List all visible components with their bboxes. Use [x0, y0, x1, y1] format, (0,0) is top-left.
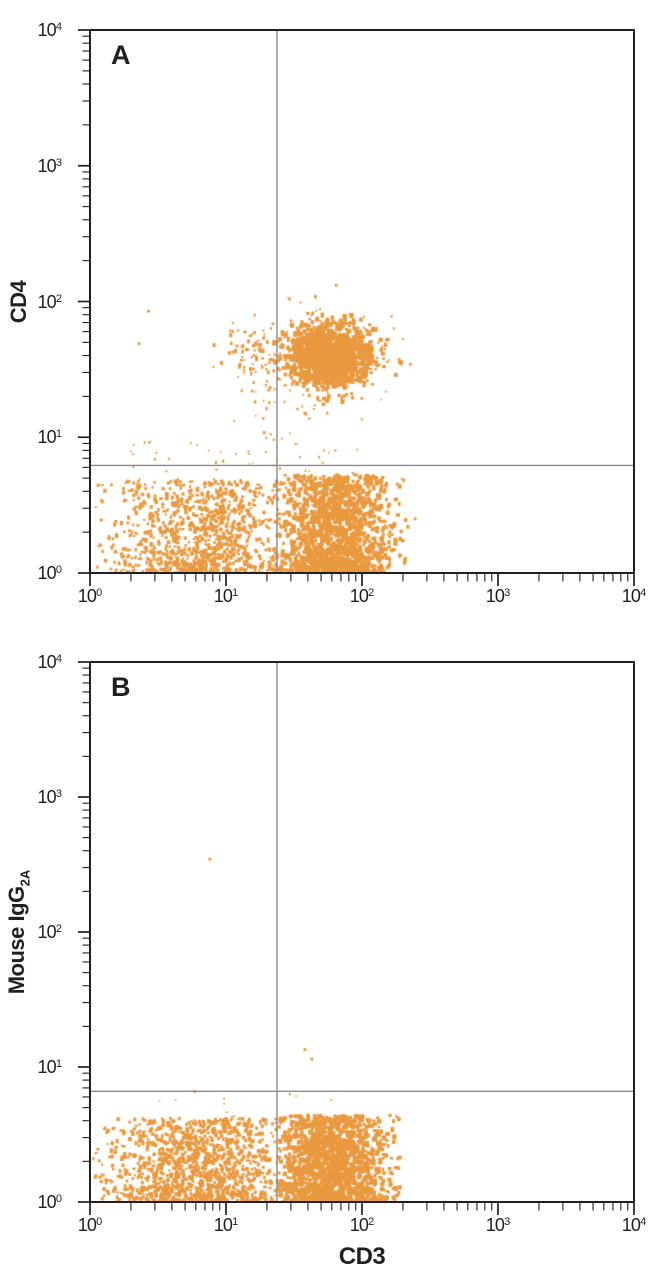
x-tick-label-exponent: 4 — [640, 587, 647, 599]
y-tick-label: 104 — [37, 652, 62, 672]
y-tick-label: 102 — [37, 291, 62, 312]
x-tick-label-exponent: 1 — [232, 587, 239, 599]
x-tick-label: 102 — [349, 586, 375, 606]
x-tick-label-exponent: 1 — [232, 1216, 239, 1228]
y-tick-label-exponent: 0 — [55, 564, 62, 576]
x-tick-label: 100 — [77, 586, 103, 606]
x-tick-label: 102 — [349, 1215, 375, 1235]
y-tick-label-exponent: 1 — [55, 1058, 62, 1070]
x-tick-label: 104 — [621, 586, 647, 606]
y-tick-label: 101 — [37, 1057, 62, 1077]
y-tick-label-exponent: 2 — [55, 923, 62, 935]
x-tick-label: 100 — [77, 1215, 103, 1235]
y-tick-label-exponent: 3 — [55, 156, 62, 169]
x-tick-label-exponent: 2 — [368, 1216, 375, 1228]
x-axis-title: CD3 — [338, 1243, 386, 1270]
panel-a-label: A — [111, 40, 131, 70]
y-tick-label: 100 — [37, 1192, 62, 1212]
panel-b-y-axis-title-subscript: 2A — [17, 869, 33, 887]
x-tick-label: 103 — [485, 586, 511, 606]
x-tick-label: 101 — [213, 586, 239, 606]
y-tick-label-exponent: 3 — [55, 788, 62, 800]
y-tick-label: 100 — [37, 563, 62, 583]
y-tick-label: 101 — [37, 427, 62, 448]
x-tick-label-exponent: 2 — [368, 587, 375, 599]
plot-frame — [89, 29, 635, 574]
y-tick-label-exponent: 0 — [55, 1193, 62, 1205]
panel-b-scatter-canvas — [90, 662, 634, 1202]
panel-a-scatter-canvas — [90, 30, 634, 573]
y-tick-label-exponent: 2 — [55, 292, 62, 305]
x-tick-label: 101 — [213, 1215, 239, 1235]
y-tick-label: 103 — [37, 155, 62, 176]
x-tick-label: 103 — [485, 1215, 511, 1235]
y-tick-label-exponent: 4 — [55, 21, 62, 33]
y-tick-label: 102 — [37, 922, 62, 942]
x-tick-label-exponent: 3 — [504, 1216, 511, 1228]
x-tick-label: 104 — [621, 1215, 647, 1235]
panel-b-label: B — [111, 672, 131, 702]
y-tick-label-exponent: 1 — [55, 428, 62, 441]
y-tick-label-exponent: 4 — [55, 653, 62, 665]
y-tick-label: 104 — [37, 20, 62, 40]
x-tick-label-exponent: 0 — [96, 1216, 103, 1228]
x-tick-label-exponent: 3 — [504, 587, 511, 599]
plot-frame — [89, 661, 635, 1203]
x-tick-label-exponent: 4 — [640, 1216, 647, 1228]
x-tick-label-exponent: 0 — [96, 587, 103, 599]
y-tick-label: 103 — [37, 787, 62, 807]
